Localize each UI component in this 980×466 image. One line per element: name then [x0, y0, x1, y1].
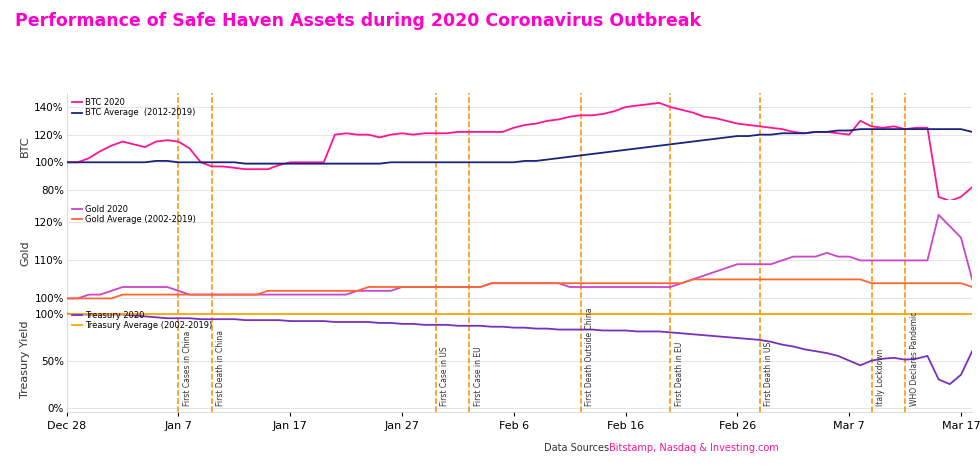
Text: Performance of Safe Haven Assets during 2020 Coronavirus Outbreak: Performance of Safe Haven Assets during … [15, 12, 701, 30]
Text: First Death in EU: First Death in EU [675, 342, 684, 406]
Y-axis label: Treasury Yield: Treasury Yield [21, 321, 30, 398]
Text: Bitstamp, Nasdaq & Investing.com: Bitstamp, Nasdaq & Investing.com [609, 443, 778, 453]
Text: First Cases in China: First Cases in China [183, 330, 192, 406]
Y-axis label: BTC: BTC [20, 136, 30, 157]
Text: First Death in China: First Death in China [217, 330, 225, 406]
Text: LONG: LONG [922, 25, 959, 38]
Legend: Gold 2020, Gold Average (2002-2019): Gold 2020, Gold Average (2002-2019) [71, 204, 197, 225]
Text: Italy Lockdown: Italy Lockdown [876, 349, 885, 406]
Text: First Case in EU: First Case in EU [473, 346, 482, 406]
Polygon shape [859, 13, 897, 57]
Text: #HASH: #HASH [922, 52, 969, 65]
Y-axis label: Gold: Gold [20, 240, 30, 266]
Text: Data Sources:: Data Sources: [544, 443, 615, 453]
Legend: BTC 2020, BTC Average  (2012-2019): BTC 2020, BTC Average (2012-2019) [71, 97, 196, 118]
Text: First Case in US: First Case in US [440, 346, 449, 406]
Text: First Death in US: First Death in US [764, 342, 773, 406]
Text: WHO Declares Pandemic: WHO Declares Pandemic [909, 311, 918, 406]
Legend: Treasury 2020, Treasury Average (2002-2019): Treasury 2020, Treasury Average (2002-20… [71, 310, 213, 331]
Text: First Death Outside China: First Death Outside China [585, 307, 594, 406]
